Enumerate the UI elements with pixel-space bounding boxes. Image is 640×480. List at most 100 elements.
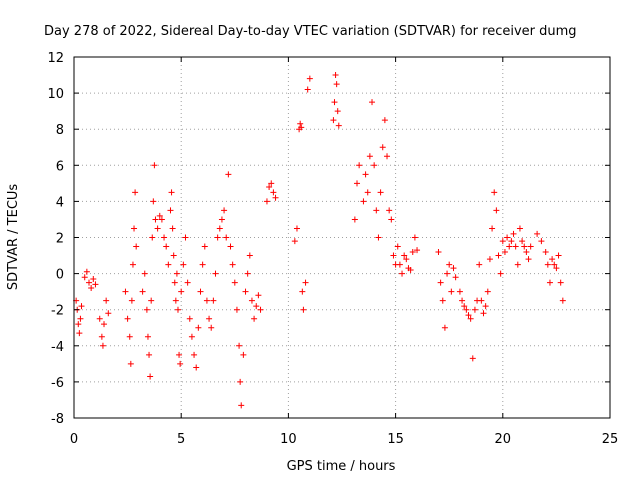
data-point: [450, 265, 457, 272]
data-point: [469, 355, 476, 362]
data-point: [139, 288, 146, 295]
data-point: [379, 144, 386, 151]
data-point: [334, 108, 341, 115]
data-point: [156, 212, 163, 219]
data-point: [486, 256, 493, 263]
y-axis-label: SDTVAR / TECUs: [6, 184, 21, 291]
data-point: [131, 225, 138, 232]
data-point: [105, 310, 112, 317]
data-point: [330, 117, 337, 124]
data-point: [221, 207, 228, 214]
data-point: [231, 279, 238, 286]
data-point: [476, 261, 483, 268]
data-point: [371, 162, 378, 169]
data-point: [92, 281, 99, 288]
data-point: [208, 324, 215, 331]
data-point: [227, 243, 234, 250]
data-point: [237, 378, 244, 385]
data-point: [124, 315, 131, 322]
data-point: [354, 180, 361, 187]
data-point: [144, 333, 151, 340]
data-point: [369, 99, 376, 106]
data-point: [298, 124, 305, 131]
data-point: [375, 234, 382, 241]
data-point: [171, 279, 178, 286]
data-point: [180, 261, 187, 268]
data-point: [386, 207, 393, 214]
data-point: [167, 207, 174, 214]
data-point: [300, 306, 307, 313]
data-point: [390, 252, 397, 259]
data-point: [214, 234, 221, 241]
data-point: [133, 243, 140, 250]
data-point: [403, 256, 410, 263]
data-point: [332, 72, 339, 79]
data-point: [356, 162, 363, 169]
data-point: [467, 315, 474, 322]
data-point: [538, 238, 545, 245]
data-point: [456, 288, 463, 295]
data-point: [173, 270, 180, 277]
data-point: [193, 364, 200, 371]
data-point: [203, 297, 210, 304]
y-tick-label: 2: [56, 232, 64, 247]
chart-title: Day 278 of 2022, Sidereal Day-to-day VTE…: [44, 24, 577, 39]
data-point: [206, 315, 213, 322]
data-point: [471, 306, 478, 313]
data-point: [246, 252, 253, 259]
y-tick-label: 6: [56, 159, 64, 174]
data-point: [459, 297, 466, 304]
data-point: [182, 234, 189, 241]
data-point: [272, 194, 279, 201]
y-tick-label: 0: [56, 268, 64, 283]
data-point: [523, 248, 530, 255]
data-point: [407, 266, 414, 273]
data-point: [177, 360, 184, 367]
x-tick-label: 0: [70, 432, 78, 447]
data-point: [122, 288, 129, 295]
data-point: [377, 189, 384, 196]
data-point: [495, 252, 502, 259]
data-point: [169, 225, 176, 232]
data-point: [88, 285, 95, 292]
data-point: [461, 303, 468, 310]
data-point: [270, 189, 277, 196]
data-point: [331, 99, 338, 106]
data-point: [147, 373, 154, 380]
data-point: [508, 238, 515, 245]
data-point: [268, 180, 275, 187]
data-point: [152, 216, 159, 223]
data-point: [452, 274, 459, 281]
data-point: [163, 243, 170, 250]
data-point: [549, 256, 556, 263]
data-point: [333, 81, 340, 88]
data-point: [248, 297, 255, 304]
data-point: [489, 225, 496, 232]
data-point: [210, 297, 217, 304]
y-tick-label: 8: [56, 123, 64, 138]
data-point: [491, 189, 498, 196]
data-point: [501, 248, 508, 255]
data-point: [99, 342, 106, 349]
data-point: [519, 238, 526, 245]
data-point: [188, 333, 195, 340]
data-point: [351, 216, 358, 223]
data-point: [197, 288, 204, 295]
data-point: [251, 315, 258, 322]
data-point: [191, 351, 198, 358]
data-point: [165, 261, 172, 268]
data-point: [396, 261, 403, 268]
data-point: [76, 330, 83, 337]
data-point: [168, 189, 175, 196]
data-point: [186, 315, 193, 322]
data-point: [158, 216, 165, 223]
data-point: [297, 120, 304, 127]
data-point: [435, 248, 442, 255]
data-point: [512, 243, 519, 250]
grid-lines: [74, 57, 610, 418]
data-point: [253, 303, 260, 310]
data-point: [86, 279, 93, 286]
data-point: [201, 243, 208, 250]
data-point: [411, 234, 418, 241]
